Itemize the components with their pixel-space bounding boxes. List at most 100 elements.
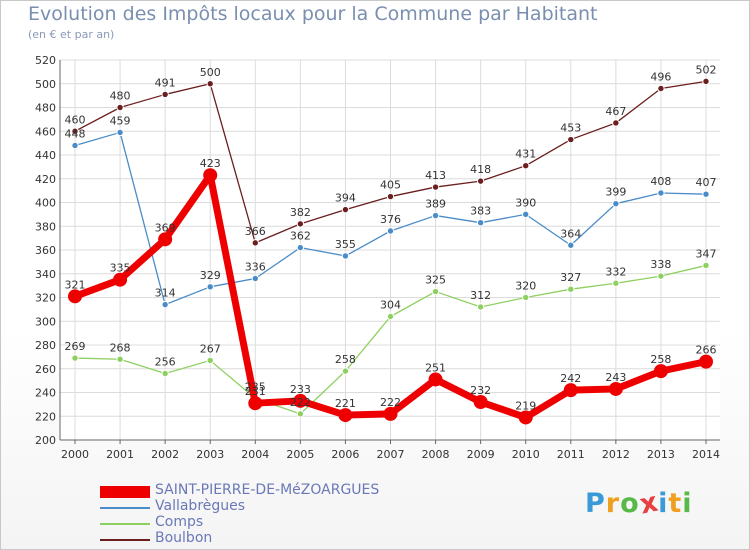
data-label-comps: 304	[380, 299, 401, 312]
data-point-saint-pierre-de-mezoargues	[248, 396, 263, 411]
data-point-saint-pierre-de-mezoargues	[563, 383, 578, 398]
data-label-boulbon: 453	[560, 122, 581, 135]
data-point-boulbon	[386, 192, 395, 201]
data-label-boulbon: 467	[605, 105, 626, 118]
y-tick-label: 480	[35, 102, 56, 115]
data-label-vallabregues: 376	[380, 213, 401, 226]
data-label-boulbon: 413	[425, 169, 446, 182]
data-point-saint-pierre-de-mezoargues	[113, 272, 128, 287]
data-point-boulbon	[476, 177, 485, 185]
x-tick-label: 2001	[106, 448, 134, 461]
x-tick-label: 2006	[331, 448, 359, 461]
data-point-boulbon	[431, 183, 440, 191]
y-tick-label: 440	[35, 149, 56, 162]
data-point-boulbon	[612, 119, 620, 127]
x-tick-label: 2009	[467, 448, 495, 461]
data-label-boulbon: 500	[200, 66, 221, 79]
data-point-vallabregues	[702, 190, 710, 198]
data-label-vallabregues: 355	[335, 238, 356, 251]
data-label-vallabregues: 389	[425, 198, 446, 211]
data-point-boulbon	[251, 239, 259, 247]
data-point-boulbon	[657, 84, 665, 93]
data-label-saint-pierre-de-mezoargues: 231	[245, 385, 266, 398]
data-point-comps	[431, 287, 440, 296]
data-label-comps: 267	[200, 342, 221, 355]
x-tick-label: 2012	[602, 448, 630, 461]
x-tick-label: 2011	[557, 448, 585, 461]
data-point-comps	[296, 410, 305, 418]
legend-swatch-vallabregues	[100, 507, 150, 509]
data-point-saint-pierre-de-mezoargues	[473, 395, 488, 409]
data-label-comps: 320	[515, 280, 536, 293]
data-point-saint-pierre-de-mezoargues	[653, 364, 668, 379]
data-point-vallabregues	[567, 241, 575, 249]
data-label-saint-pierre-de-mezoargues: 221	[335, 397, 356, 410]
legend-label-saint-pierre: SAINT-PIERRE-DE-MéZOARGUES	[155, 482, 380, 498]
logo-letter: o	[620, 488, 640, 519]
x-tick-label: 2004	[241, 448, 269, 461]
data-label-saint-pierre-de-mezoargues: 266	[696, 344, 717, 357]
data-label-vallabregues: 448	[65, 128, 86, 141]
data-label-comps: 268	[110, 341, 131, 354]
data-point-vallabregues	[522, 210, 530, 219]
logo-letter: r	[605, 488, 621, 519]
data-label-vallabregues: 336	[245, 261, 266, 274]
data-label-saint-pierre-de-mezoargues: 219	[515, 399, 536, 412]
data-point-saint-pierre-de-mezoargues	[518, 410, 533, 425]
data-point-vallabregues	[657, 189, 665, 197]
data-point-vallabregues	[476, 218, 485, 227]
legend-label-comps: Comps	[155, 514, 204, 530]
data-label-comps: 327	[560, 271, 581, 284]
logo-letter: i	[658, 488, 669, 519]
data-point-saint-pierre-de-mezoargues	[699, 354, 713, 369]
data-point-vallabregues	[116, 128, 124, 137]
data-label-saint-pierre-de-mezoargues: 232	[470, 384, 491, 397]
data-point-boulbon	[71, 127, 79, 135]
proxiti-logo: Proxiti	[585, 486, 693, 520]
y-tick-label: 420	[35, 173, 56, 186]
data-point-saint-pierre-de-mezoargues	[383, 406, 398, 421]
data-label-boulbon: 502	[696, 63, 717, 76]
data-point-comps	[116, 355, 124, 363]
data-point-vallabregues	[431, 211, 440, 220]
data-label-saint-pierre-de-mezoargues: 369	[155, 221, 176, 234]
y-tick-label: 320	[35, 292, 56, 305]
data-label-saint-pierre-de-mezoargues: 243	[605, 371, 626, 384]
data-point-boulbon	[522, 161, 530, 170]
legend-swatch-comps	[100, 523, 150, 525]
x-tick-label: 2008	[422, 448, 450, 461]
data-label-comps: 347	[696, 247, 717, 260]
data-label-vallabregues: 390	[515, 196, 536, 209]
x-tick-label: 2005	[286, 448, 314, 461]
data-point-boulbon	[341, 205, 350, 214]
data-label-vallabregues: 329	[200, 269, 221, 282]
y-tick-label: 240	[35, 387, 56, 400]
x-tick-label: 2000	[61, 448, 89, 461]
y-tick-label: 220	[35, 410, 56, 423]
x-tick-label: 2007	[377, 448, 405, 461]
data-label-boulbon: 480	[110, 90, 131, 103]
legend-label-boulbon: Boulbon	[155, 530, 213, 546]
data-point-boulbon	[702, 77, 710, 86]
data-point-vallabregues	[206, 283, 214, 291]
data-label-saint-pierre-de-mezoargues: 242	[560, 372, 581, 385]
data-point-saint-pierre-de-mezoargues	[428, 372, 443, 387]
data-label-boulbon: 491	[155, 76, 176, 89]
data-label-saint-pierre-de-mezoargues: 222	[380, 396, 401, 409]
data-point-boulbon	[296, 220, 305, 228]
data-label-vallabregues: 459	[110, 114, 131, 127]
data-point-saint-pierre-de-mezoargues	[68, 289, 82, 304]
data-label-boulbon: 382	[290, 206, 311, 219]
data-label-saint-pierre-de-mezoargues: 251	[425, 361, 446, 374]
data-label-vallabregues: 407	[696, 176, 717, 189]
data-point-vallabregues	[71, 141, 79, 150]
x-tick-label: 2013	[647, 448, 675, 461]
y-tick-label: 360	[35, 244, 56, 257]
data-label-saint-pierre-de-mezoargues: 233	[290, 383, 311, 396]
y-tick-label: 520	[35, 54, 56, 67]
logo-letter: i	[682, 488, 693, 519]
y-tick-label: 260	[35, 363, 56, 376]
data-point-saint-pierre-de-mezoargues	[158, 232, 173, 247]
data-point-comps	[161, 369, 169, 378]
data-point-boulbon	[161, 90, 169, 99]
